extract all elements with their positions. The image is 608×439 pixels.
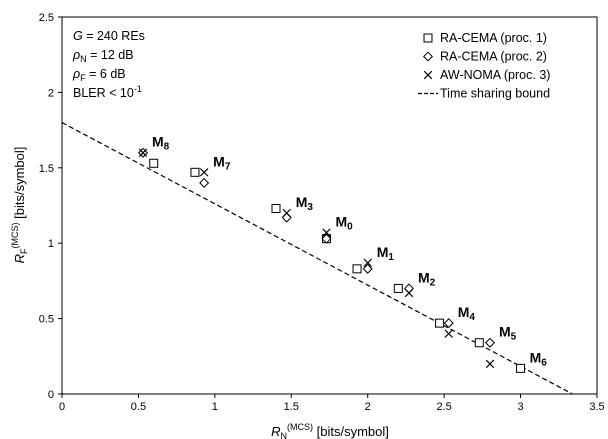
annotation-line: ρN = 12 dB	[72, 48, 134, 64]
point-label: M1	[377, 244, 395, 263]
y-tick-label: 2.5	[39, 12, 54, 24]
point-label: M0	[335, 214, 353, 233]
legend-label: Time sharing bound	[440, 87, 550, 101]
series-1-point	[474, 338, 484, 348]
legend-marker	[423, 33, 433, 43]
annotation-line: ρF = 6 dB	[72, 67, 126, 83]
legend-marker	[422, 51, 434, 62]
markers	[138, 147, 526, 373]
x-tick-label: 1.5	[284, 401, 299, 413]
point-label: M7	[213, 153, 231, 172]
point-label: M6	[530, 349, 548, 368]
point-label: M2	[418, 269, 436, 288]
series-3-point	[363, 258, 372, 268]
series-3-point	[282, 208, 291, 218]
series-1-point	[149, 158, 159, 168]
point-label: M8	[152, 134, 170, 153]
series-2-point	[321, 233, 332, 244]
legend-label: AW-NOMA (proc. 3)	[440, 68, 550, 82]
series-1-point	[393, 283, 403, 293]
point-label: M4	[458, 304, 476, 323]
ticks: 0 0.5 1 1.5 2 2.5 3 3.5 0 0.5 1 1.5 2 2.5	[39, 12, 605, 413]
x-tick-label: 0	[59, 401, 65, 413]
y-axis-label: RF(MCS) [bits/symbol]	[10, 147, 29, 264]
series-2-point	[443, 318, 454, 329]
legend-marker	[423, 70, 433, 80]
y-tick-label: 0.5	[39, 314, 54, 326]
y-tick-label: 1	[48, 238, 54, 250]
series-3-point	[485, 359, 495, 369]
legend-label: RA-CEMA (proc. 2)	[440, 50, 547, 64]
x-axis-label: RN(MCS) [bits/symbol]	[271, 422, 389, 439]
x-tick-label: 0.5	[131, 401, 146, 413]
y-tick-label: 0	[48, 389, 54, 401]
series-3-point	[404, 288, 414, 298]
time-sharing-bound	[61, 122, 573, 395]
annotation-line: G = 240 REs	[73, 29, 145, 43]
series-3-point	[444, 329, 453, 338]
series-1-point	[271, 204, 281, 214]
point-label: M5	[499, 324, 517, 343]
series-2-point	[362, 263, 373, 274]
x-tick-label: 3	[518, 401, 524, 413]
bound-line	[61, 122, 573, 395]
series-3-point	[138, 148, 148, 157]
y-tick-label: 1.5	[39, 163, 54, 175]
x-tick-label: 2.5	[436, 401, 451, 413]
series-1-point	[352, 264, 362, 274]
legend: RA-CEMA (proc. 1) RA-CEMA (proc. 2) AW-NOM…	[418, 31, 550, 101]
point-labels: M8 M7 M3 M0 M1 M2 M4 M5 M6	[152, 134, 547, 369]
series-1-point	[435, 318, 445, 328]
series-1-point	[190, 167, 200, 177]
x-tick-label: 3.5	[589, 401, 604, 413]
series-3-point	[199, 168, 209, 177]
series-2-point	[484, 337, 496, 348]
annotation-line: BLER < 10-1	[73, 84, 142, 100]
y-tick-label: 2	[48, 87, 54, 99]
series-1-point	[516, 363, 526, 373]
x-tick-label: 2	[365, 401, 371, 413]
legend-label: RA-CEMA (proc. 1)	[440, 31, 547, 45]
point-label: M3	[296, 194, 314, 213]
plot-area	[61, 16, 598, 395]
x-tick-label: 1	[212, 401, 218, 413]
series-3-point	[322, 228, 331, 237]
series-2-point	[199, 177, 210, 188]
